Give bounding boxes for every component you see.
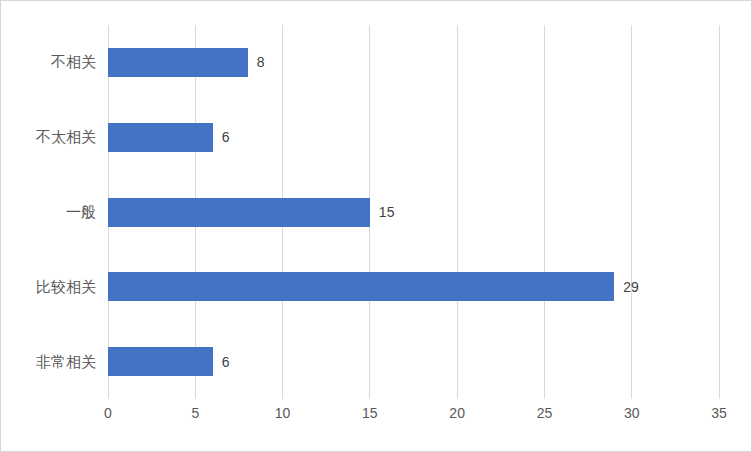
category-label: 一般	[1, 201, 96, 223]
bar-value-label: 29	[623, 277, 639, 297]
bar-value-label: 6	[222, 352, 230, 372]
bar-1	[108, 48, 248, 77]
x-tick-label: 20	[435, 404, 479, 422]
gridline	[631, 25, 632, 399]
gridline	[544, 25, 545, 399]
x-tick-label: 0	[86, 404, 130, 422]
bar-5	[108, 347, 213, 376]
x-tick-label: 15	[348, 404, 392, 422]
bar-4	[108, 272, 614, 301]
category-label: 非常相关	[1, 351, 96, 373]
x-tick-label: 35	[697, 404, 741, 422]
category-label: 比较相关	[1, 276, 96, 298]
bar-value-label: 8	[257, 52, 265, 72]
gridline	[457, 25, 458, 399]
x-tick-label: 30	[610, 404, 654, 422]
category-label: 不太相关	[1, 126, 96, 148]
x-tick-label: 10	[261, 404, 305, 422]
bar-2	[108, 123, 213, 152]
gridline	[719, 25, 720, 399]
bar-value-label: 6	[222, 127, 230, 147]
bar-3	[108, 198, 370, 227]
x-tick-label: 5	[173, 404, 217, 422]
bar-chart: 0 5 10 15 20 25 30 35 不相关 8 不太相关 6 一般 15 比较相关 29 非常相关 6	[0, 0, 752, 452]
category-label: 不相关	[1, 51, 96, 73]
bar-value-label: 15	[379, 202, 395, 222]
x-tick-label: 25	[522, 404, 566, 422]
plot-area: 0 5 10 15 20 25 30 35 不相关 8 不太相关 6 一般 15 比较相关 29 非常相关 6	[1, 1, 751, 451]
